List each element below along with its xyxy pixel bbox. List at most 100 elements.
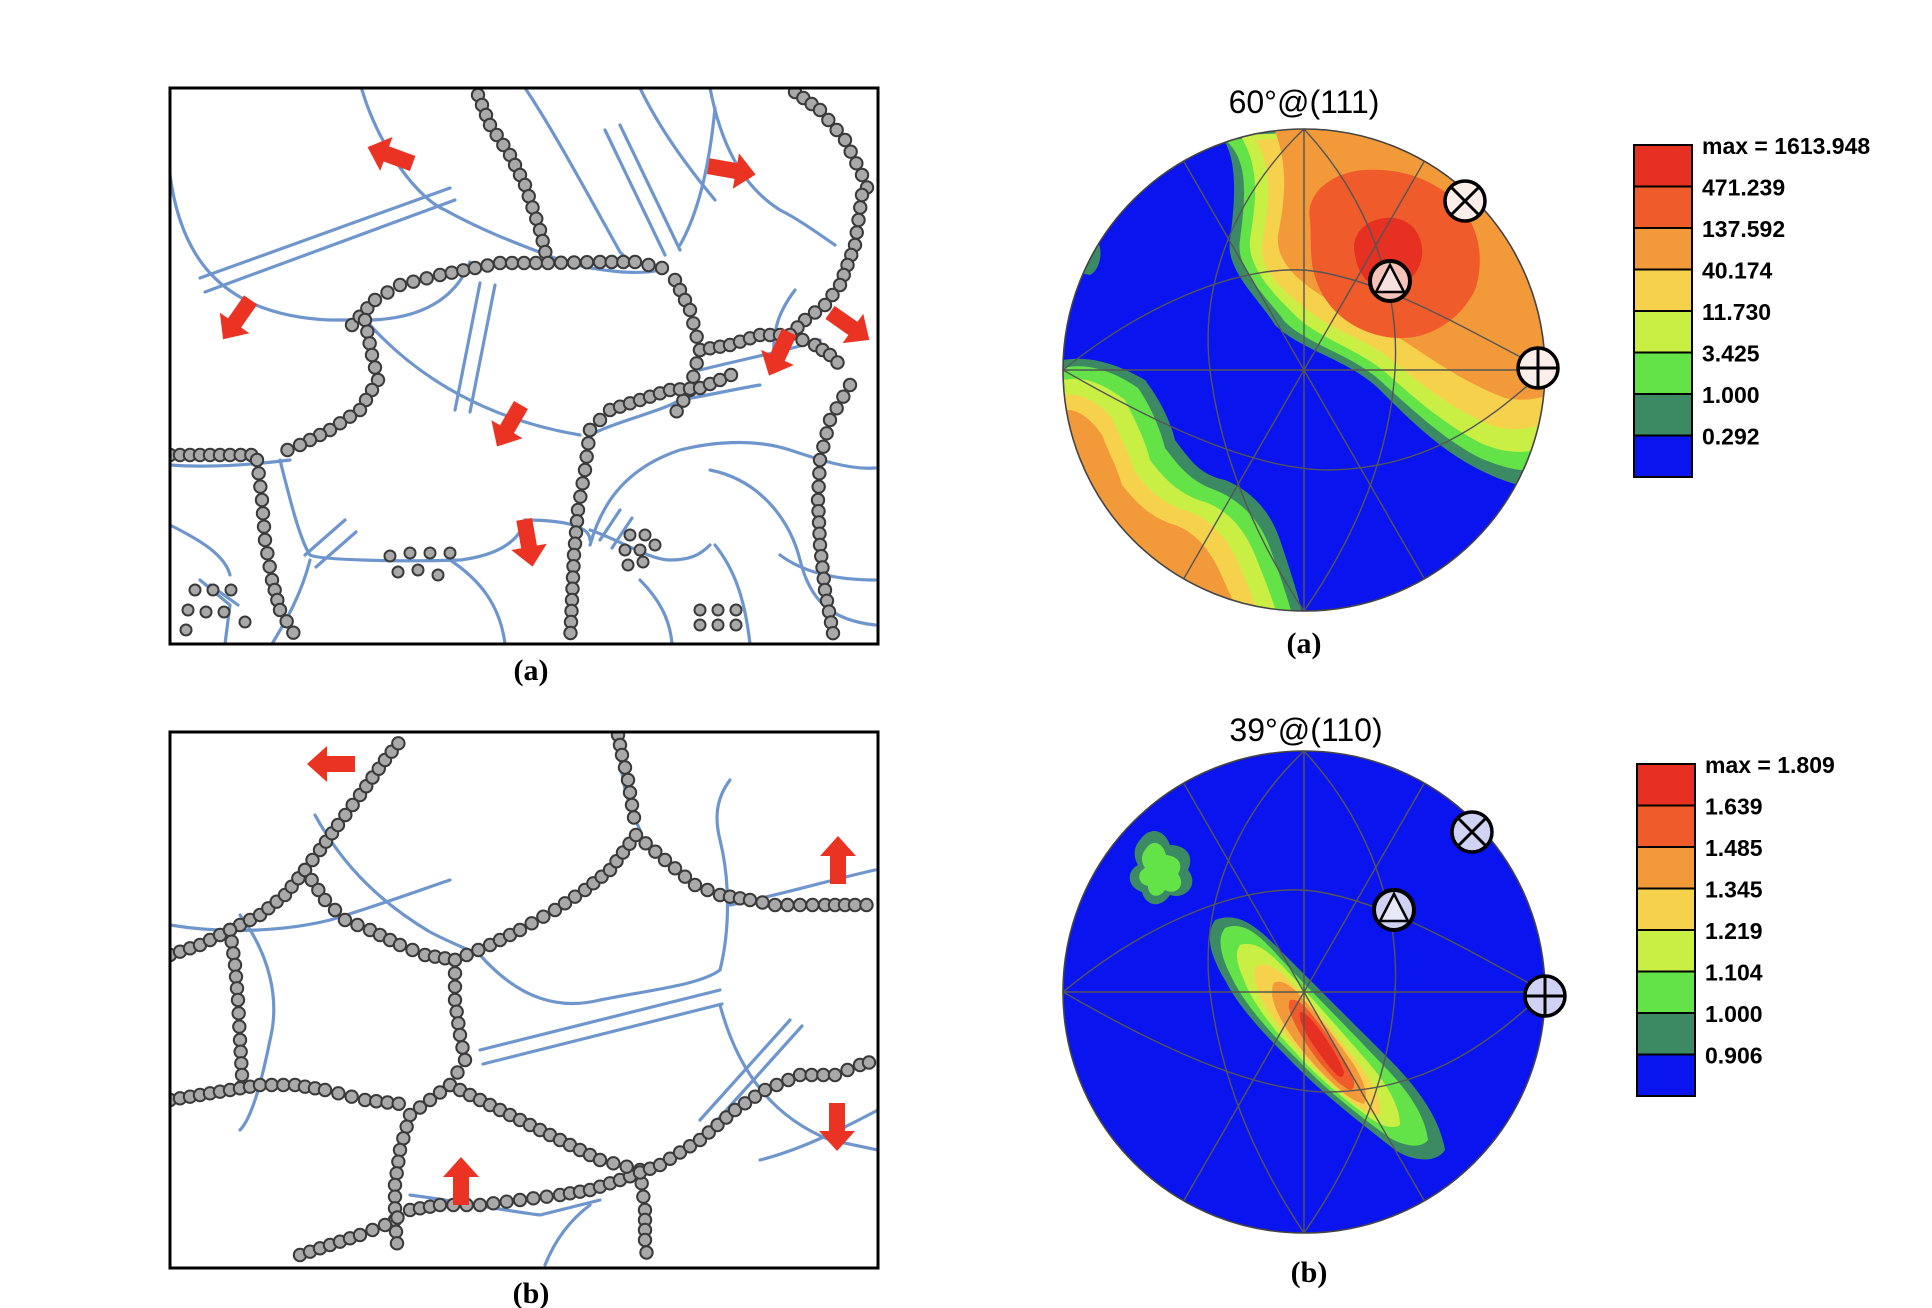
particle: [564, 627, 576, 639]
particle: [506, 257, 518, 269]
legend-swatch: [1634, 270, 1692, 312]
particle: [230, 970, 242, 982]
particle: [850, 157, 862, 169]
legend-label: 137.592: [1702, 216, 1785, 242]
particle: [254, 480, 266, 492]
particle: [844, 145, 856, 157]
legend-swatch: [1634, 436, 1692, 478]
particle: [812, 480, 824, 492]
legend-swatch: [1634, 353, 1692, 395]
particle: [769, 899, 781, 911]
particle: [208, 585, 219, 596]
caption-pole-figure-b: (b): [1291, 1256, 1328, 1289]
legend-swatch: [1637, 806, 1695, 848]
particle: [481, 259, 493, 271]
particle: [449, 980, 461, 992]
triangle-circle-icon: [1374, 890, 1414, 930]
particle: [397, 1132, 409, 1144]
legend-label: 0.292: [1702, 424, 1760, 450]
particle: [259, 534, 271, 546]
particle: [844, 379, 856, 391]
particle: [639, 1234, 651, 1246]
particle: [500, 1195, 512, 1207]
microstructure-b: (b): [164, 729, 878, 1308]
particle: [274, 604, 286, 616]
particle: [287, 626, 299, 638]
particle: [594, 256, 606, 268]
particle: [796, 334, 808, 346]
particle: [472, 944, 484, 956]
particle: [361, 325, 373, 337]
particle: [263, 560, 275, 572]
particle: [394, 939, 406, 951]
particle: [391, 1211, 403, 1223]
migration-arrows-a: [208, 130, 879, 570]
particle: [469, 262, 481, 274]
legend-swatch: [1634, 187, 1692, 229]
particle: [770, 1079, 782, 1091]
particle: [624, 786, 636, 798]
pole-figure-title-a: 60°@(111): [1229, 84, 1380, 120]
particle: [841, 1064, 853, 1076]
particle: [366, 349, 378, 361]
particle: [813, 467, 825, 479]
particle: [687, 317, 699, 329]
particle: [450, 1005, 462, 1017]
legend-label: 0.906: [1705, 1043, 1763, 1069]
particle: [856, 189, 868, 201]
particle: [404, 1109, 416, 1121]
particle: [181, 625, 192, 636]
particle: [385, 551, 396, 562]
particle: [576, 477, 588, 489]
particle: [540, 1190, 552, 1202]
legend-label: max = 1.809: [1705, 752, 1835, 778]
particle: [332, 1087, 344, 1099]
legend-label: 40.174: [1702, 258, 1773, 284]
migration-arrow-icon: [208, 290, 265, 350]
particle: [856, 169, 868, 181]
legend-label: 1.000: [1702, 382, 1760, 408]
particle: [839, 134, 851, 146]
particle: [555, 257, 567, 269]
particle: [542, 257, 554, 269]
migration-arrow-icon: [307, 746, 355, 782]
particle: [582, 437, 594, 449]
particle: [183, 605, 194, 616]
particle: [640, 1246, 652, 1258]
particle: [294, 439, 306, 451]
particle: [451, 1066, 463, 1078]
legend-label: 3.425: [1702, 341, 1760, 367]
legend-swatch: [1637, 889, 1695, 931]
particle: [389, 1190, 401, 1202]
migration-arrows-b: [307, 746, 856, 1205]
particle: [713, 620, 724, 631]
caption-pole-figure-a: (a): [1287, 627, 1322, 660]
particle: [407, 275, 419, 287]
particle: [449, 994, 461, 1006]
particle: [201, 607, 212, 618]
particle: [605, 256, 617, 268]
particle: [460, 949, 472, 961]
particle: [381, 286, 393, 298]
particle: [620, 545, 631, 556]
particle: [731, 605, 742, 616]
particle: [224, 924, 236, 936]
particle: [406, 944, 418, 956]
particle: [695, 605, 706, 616]
legend-label: 1.345: [1705, 877, 1763, 903]
particle: [366, 1224, 378, 1236]
particle: [616, 749, 628, 761]
particle: [232, 1007, 244, 1019]
particle: [622, 774, 634, 786]
particle: [392, 737, 404, 749]
legend-label: 11.730: [1702, 299, 1771, 325]
legend-label: max = 1613.948: [1702, 133, 1870, 159]
legend-label: 1.000: [1705, 1001, 1763, 1027]
plus-circle-icon: [1518, 348, 1558, 388]
particle: [345, 1090, 357, 1102]
particle: [620, 1160, 632, 1172]
migration-arrow-icon: [506, 516, 550, 570]
particle: [731, 620, 742, 631]
particle: [527, 1192, 539, 1204]
